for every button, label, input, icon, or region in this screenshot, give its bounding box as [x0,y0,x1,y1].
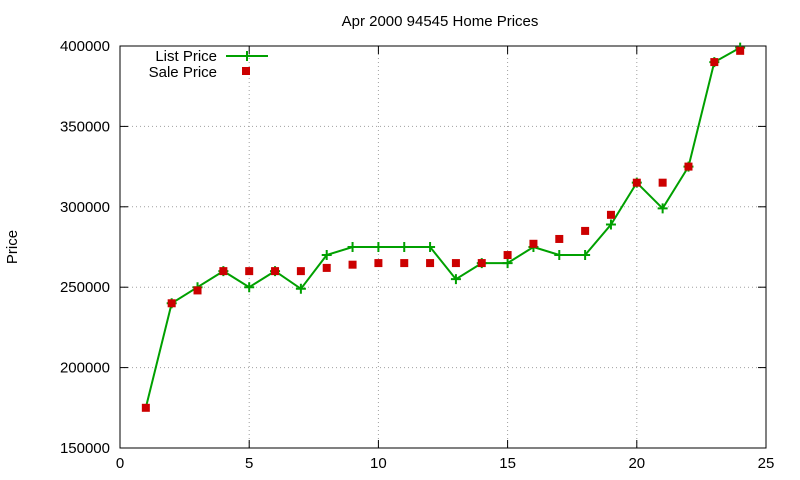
y-tick-label: 200000 [60,360,110,377]
legend-marker-list-price [242,51,252,61]
y-tick-label: 350000 [60,118,110,135]
list-price-point [425,242,436,252]
sale-price-point [374,259,383,268]
sale-price-point [271,267,280,276]
list-price-point [605,219,616,230]
y-tick-label: 400000 [60,38,110,55]
sale-price-point [658,178,667,187]
x-tick-label: 15 [499,455,516,472]
sale-price-point [632,178,641,187]
axis-ticks: 150000 200000 250000 300000 350000 400000 0 5 10… [60,38,774,472]
grid [120,46,766,448]
sale-price-point [477,259,486,268]
sale-price-point [606,210,615,219]
list-price-point [554,250,565,261]
sale-price-point [710,58,719,67]
sale-price-point [736,46,745,55]
list-price-point [321,250,332,261]
x-tick-label: 10 [370,455,387,472]
sale-price-point [245,267,254,276]
sale-price-point [426,259,435,268]
x-tick-label: 20 [628,455,645,472]
list-price-point [450,274,461,285]
list-price-point [295,283,306,294]
sale-price-point [167,299,176,308]
plot-frame [119,45,767,449]
list-price-line [144,46,741,409]
y-tick-label: 300000 [60,199,110,216]
sale-price-point [400,259,409,268]
list-price-point [502,258,513,269]
sale-price-point [193,286,202,295]
list-price-point [373,242,384,252]
x-tick-label: 5 [245,455,253,472]
sale-price-point [296,267,305,276]
list-price-point [580,250,591,261]
list-price-point [347,242,358,252]
chart-title: Apr 2000 94545 Home Prices [342,13,539,30]
legend-label-sale-price: Sale Price [149,64,217,81]
list-price-point [399,242,410,252]
y-tick-label: 150000 [60,440,110,457]
legend-label-list-price: List Price [155,48,217,65]
x-tick-label: 25 [758,455,775,472]
sale-price-point [219,267,228,276]
sale-price-point [451,259,460,268]
sale-price-point [581,226,590,235]
sale-price-point [322,263,331,272]
legend-marker-sale-price [242,67,250,75]
legend: List Price Sale Price [149,48,268,81]
y-axis-label: Price [4,230,21,264]
sale-price-point [348,260,357,269]
sale-price-point [141,403,150,412]
y-tick-label: 250000 [60,279,110,296]
list-price-point [657,203,668,214]
sale-price-point [503,251,512,260]
x-tick-label: 0 [116,455,124,472]
list-price-point [244,282,255,293]
sale-price-point [684,162,693,171]
sale-price-point [529,239,538,248]
sale-price-point [555,234,564,243]
series-layer [141,42,746,412]
